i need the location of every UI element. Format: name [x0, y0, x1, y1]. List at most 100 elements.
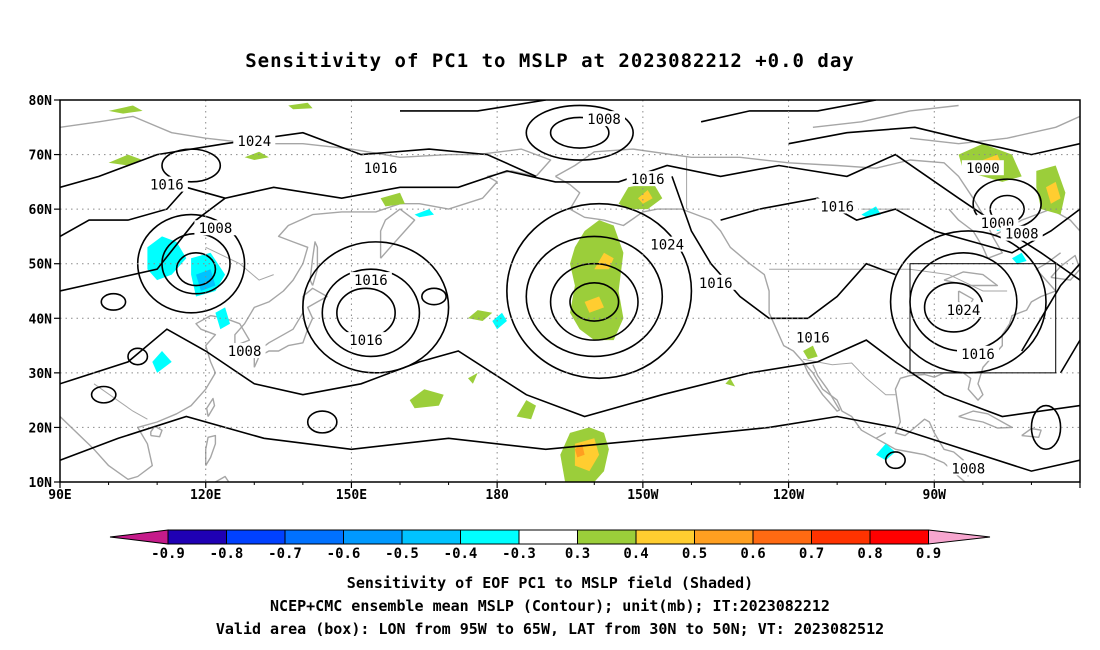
contour-label-bg: [349, 272, 392, 288]
contour-ring-12: [175, 251, 217, 287]
lat-tick-label: 60N: [29, 203, 53, 218]
contour-ring-9: [302, 241, 450, 374]
coastline-10: [555, 148, 1003, 259]
contour-ring-18: [1030, 404, 1062, 451]
map-frame: [59, 99, 1081, 483]
coastline-21: [875, 432, 887, 439]
shade-patch-7: [638, 190, 653, 204]
contour-ring-19: [884, 451, 906, 470]
contour-label-bg: [359, 160, 402, 176]
contour-label: 1024: [947, 303, 981, 319]
contour-label: 1008: [228, 344, 262, 360]
contour-ring-0: [569, 282, 620, 322]
shade-patch-29: [492, 312, 507, 330]
contour-label-bg: [1000, 225, 1043, 241]
colorbar-cell: [518, 529, 578, 545]
colorbar-label: -0.8: [210, 546, 244, 562]
colorbar-label: -0.5: [385, 546, 419, 562]
border-1: [205, 246, 274, 281]
colorbar-label: 0.5: [682, 546, 707, 562]
shade-patch-13: [244, 151, 269, 160]
border-2: [769, 268, 1008, 292]
shade-patch-19: [468, 310, 493, 321]
shade-patch-5: [574, 443, 585, 458]
contour-ring-2: [525, 235, 664, 358]
contour-label: 1016: [631, 172, 665, 188]
lon-tick-label: 150W: [627, 488, 658, 503]
colorbar-end-high: [928, 529, 991, 545]
shade-patch-21: [803, 345, 818, 360]
contour-label-bg: [145, 176, 188, 192]
contour-ring-20: [100, 292, 127, 311]
colorbar-cell: [401, 529, 461, 545]
contour-line-1: [60, 131, 537, 189]
lon-tick-label: 180: [485, 488, 509, 503]
coastline-4: [206, 397, 216, 417]
coastline-1: [253, 287, 328, 368]
contour-ring-11: [525, 104, 634, 161]
contour-label: 1016: [699, 276, 733, 292]
colorbar-cell: [284, 529, 344, 545]
contour-ring-7: [336, 287, 396, 339]
lat-tick-label: 50N: [29, 258, 53, 273]
shade-patch-15: [288, 102, 313, 110]
contour-line-10: [1059, 339, 1080, 374]
contour-ring-8: [321, 268, 421, 358]
contour-ring-10: [549, 116, 610, 149]
shade-patch-11: [1046, 181, 1061, 204]
contour-ring-3: [506, 202, 693, 380]
contour-line-8: [400, 100, 546, 112]
contour-line-3: [60, 415, 1080, 472]
contour-label-bg: [957, 345, 999, 361]
colorbar-label: 0.7: [799, 546, 824, 562]
shade-patch-17: [409, 389, 444, 409]
frame-rect: [59, 99, 1081, 483]
colorbar-cell: [811, 529, 871, 545]
contour-label-bg: [626, 171, 669, 187]
shade-patch-33: [1012, 252, 1027, 264]
colorbar-cell: [869, 529, 929, 545]
shade-patch-0: [570, 220, 624, 341]
colorbar-cell: [635, 529, 695, 545]
contour-label: 1016: [961, 347, 995, 363]
contour-label-bg: [942, 302, 985, 318]
shade-patch-14: [108, 105, 143, 114]
lat-tick-label: 40N: [29, 312, 53, 327]
contour-ring-17: [306, 410, 338, 434]
coastline-7: [150, 425, 163, 438]
contour-label-bg: [947, 460, 990, 476]
contour-label: 1024: [237, 134, 271, 150]
contour-label: 1000: [966, 161, 1000, 177]
lon-tick-label: 120E: [190, 488, 221, 503]
shade-patch-32: [876, 443, 896, 461]
contour-label: 1008: [199, 221, 233, 237]
lat-tick-label: 70N: [29, 149, 53, 164]
coastline-6: [215, 475, 230, 482]
contour-label-bg: [816, 198, 859, 214]
lon-tick-label: 90W: [923, 488, 947, 503]
shade-patch-26: [215, 307, 230, 330]
colorbar-end-low: [109, 529, 169, 545]
contour-label-bg: [646, 236, 689, 252]
contour-line-0: [60, 153, 1080, 292]
colorbar-cell: [343, 529, 403, 545]
contour-label-bg: [583, 111, 625, 127]
border-0: [93, 383, 148, 420]
coastline-12: [894, 252, 1062, 477]
contour-line-6: [60, 186, 226, 238]
contour-ring-21: [127, 347, 149, 366]
colorbar-label: -0.9: [151, 546, 185, 562]
contour-label: 1016: [796, 330, 830, 346]
lon-tick-label: 90E: [48, 488, 71, 503]
shade-patch-12: [108, 154, 143, 166]
colorbar-label: 0.3: [565, 546, 590, 562]
colorbar-label: -0.3: [502, 546, 536, 562]
shade-patch-28: [414, 209, 434, 218]
contour-label-bg: [223, 343, 266, 359]
shade-patch-27: [152, 351, 172, 373]
caption-valid-area: Valid area (box): LON from 95W to 65W, L…: [215, 620, 885, 638]
colorbar-label: -0.4: [444, 546, 478, 562]
shade-patch-2: [584, 296, 604, 313]
